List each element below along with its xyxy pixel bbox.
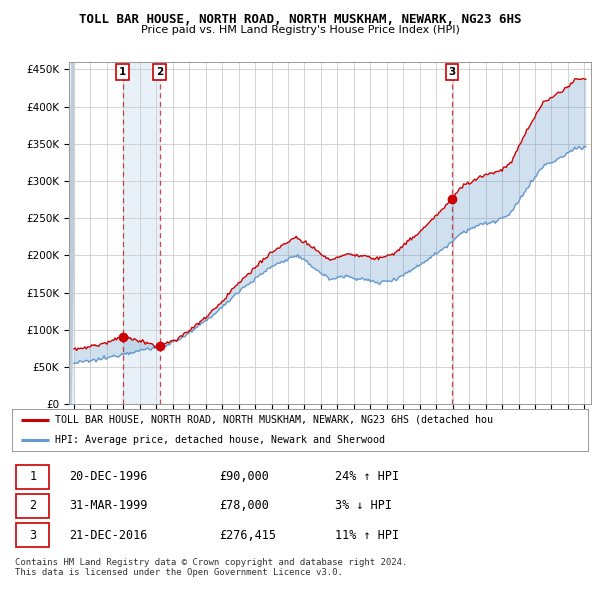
- Bar: [122, 62, 160, 404]
- Text: TOLL BAR HOUSE, NORTH ROAD, NORTH MUSKHAM, NEWARK, NG23 6HS (detached hou: TOLL BAR HOUSE, NORTH ROAD, NORTH MUSKHA…: [55, 415, 493, 425]
- Text: 21-DEC-2016: 21-DEC-2016: [70, 529, 148, 542]
- Text: 1: 1: [119, 67, 126, 77]
- Text: TOLL BAR HOUSE, NORTH ROAD, NORTH MUSKHAM, NEWARK, NG23 6HS: TOLL BAR HOUSE, NORTH ROAD, NORTH MUSKHA…: [79, 13, 521, 26]
- FancyBboxPatch shape: [16, 523, 49, 548]
- Text: 2: 2: [156, 67, 163, 77]
- Text: £78,000: £78,000: [220, 499, 269, 513]
- Text: 3: 3: [29, 529, 36, 542]
- FancyBboxPatch shape: [16, 494, 49, 518]
- Text: 11% ↑ HPI: 11% ↑ HPI: [335, 529, 398, 542]
- Text: 2: 2: [29, 499, 36, 513]
- Text: 31-MAR-1999: 31-MAR-1999: [70, 499, 148, 513]
- Bar: [452, 62, 454, 404]
- Text: HPI: Average price, detached house, Newark and Sherwood: HPI: Average price, detached house, Newa…: [55, 435, 385, 445]
- Text: £276,415: £276,415: [220, 529, 277, 542]
- Text: Contains HM Land Registry data © Crown copyright and database right 2024.
This d: Contains HM Land Registry data © Crown c…: [15, 558, 407, 577]
- Text: 3% ↓ HPI: 3% ↓ HPI: [335, 499, 392, 513]
- Text: 24% ↑ HPI: 24% ↑ HPI: [335, 470, 398, 483]
- Text: 20-DEC-1996: 20-DEC-1996: [70, 470, 148, 483]
- Text: 1: 1: [29, 470, 36, 483]
- Text: £90,000: £90,000: [220, 470, 269, 483]
- Text: Price paid vs. HM Land Registry's House Price Index (HPI): Price paid vs. HM Land Registry's House …: [140, 25, 460, 35]
- Text: 3: 3: [448, 67, 455, 77]
- Bar: [69, 62, 74, 404]
- FancyBboxPatch shape: [16, 464, 49, 489]
